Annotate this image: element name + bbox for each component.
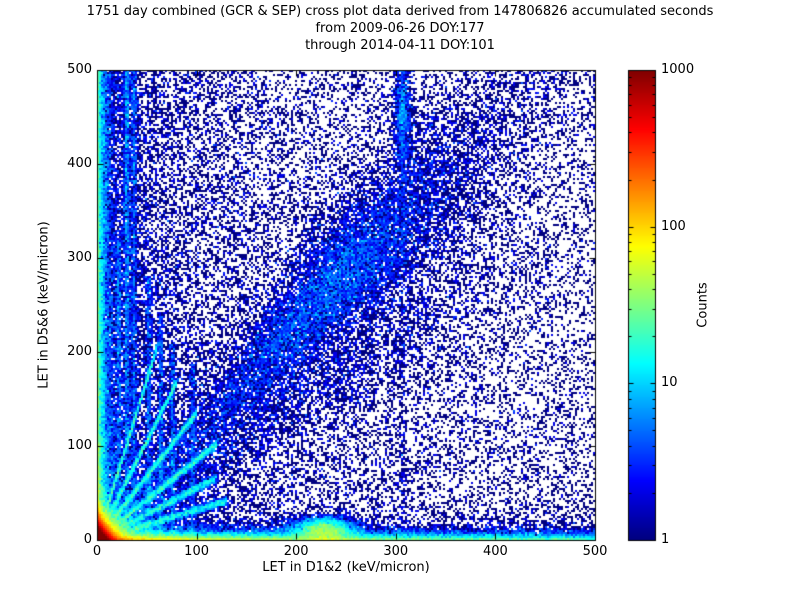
chart-title: 1751 day combined (GCR & SEP) cross plot…	[0, 3, 800, 54]
tick-label: 200	[67, 344, 92, 359]
tick-label: 500	[67, 62, 92, 77]
tick-label: 10	[661, 375, 678, 391]
tick-label: 1000	[661, 62, 695, 77]
title-line-3: through 2014-04-11 DOY:101	[305, 38, 495, 53]
tick-label: 0	[83, 532, 92, 547]
y-axis-label: LET in D5&6 (keV/micron)	[36, 221, 52, 389]
tick-label: 1	[661, 532, 670, 547]
tick-label: 500	[582, 544, 608, 559]
tick-label: 400	[67, 156, 92, 171]
tick-label: 100	[67, 438, 92, 453]
tick-label: 100	[184, 544, 209, 559]
title-line-1: 1751 day combined (GCR & SEP) cross plot…	[86, 4, 714, 19]
tick-label: 0	[92, 544, 102, 559]
tick-label: 300	[67, 250, 92, 265]
tick-label: 100	[661, 218, 686, 234]
tick-label: 300	[383, 544, 409, 559]
title-line-2: from 2009-06-26 DOY:177	[315, 21, 485, 36]
x-axis-label: LET in D1&2 (keV/micron)	[262, 560, 430, 575]
tick-label: 200	[283, 544, 309, 559]
colorbar-label: Counts	[695, 282, 711, 328]
tick-label: 400	[482, 544, 508, 559]
